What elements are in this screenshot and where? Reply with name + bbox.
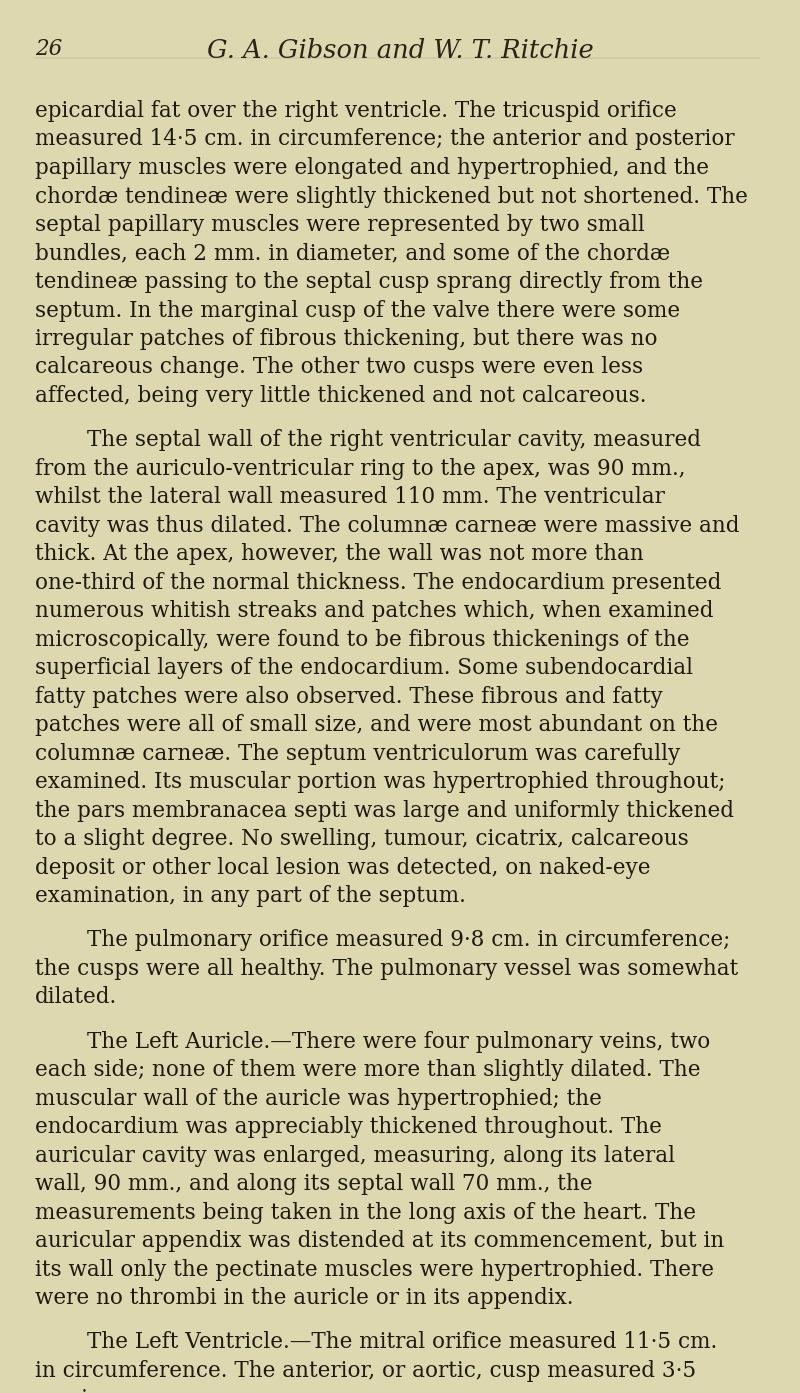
Text: the pars membranacea septi was large and uniformly thickened: the pars membranacea septi was large and… <box>35 800 734 822</box>
Text: 26: 26 <box>35 38 62 60</box>
Text: G. A. Gibson and W. T. Ritchie: G. A. Gibson and W. T. Ritchie <box>206 38 594 63</box>
Text: chordæ tendineæ were slightly thickened but not shortened. The: chordæ tendineæ were slightly thickened … <box>35 185 748 208</box>
Text: the cusps were all healthy. The pulmonary vessel was somewhat: the cusps were all healthy. The pulmonar… <box>35 958 738 979</box>
Text: endocardium was appreciably thickened throughout. The: endocardium was appreciably thickened th… <box>35 1116 662 1138</box>
Text: The pulmonary orifice measured 9·8 cm. in circumference;: The pulmonary orifice measured 9·8 cm. i… <box>87 929 730 951</box>
Text: whilst the lateral wall measured 110 mm. The ventricular: whilst the lateral wall measured 110 mm.… <box>35 486 665 508</box>
Text: were no thrombi in the auricle or in its appendix.: were no thrombi in the auricle or in its… <box>35 1287 574 1309</box>
Text: each side; none of them were more than slightly dilated. The: each side; none of them were more than s… <box>35 1059 701 1081</box>
Text: calcareous change. The other two cusps were even less: calcareous change. The other two cusps w… <box>35 357 643 379</box>
Text: to a slight degree. No swelling, tumour, cicatrix, calcareous: to a slight degree. No swelling, tumour,… <box>35 829 689 850</box>
Text: in circumference. The anterior, or aortic, cusp measured 3·5: in circumference. The anterior, or aorti… <box>35 1360 696 1382</box>
Text: examined. Its muscular portion was hypertrophied throughout;: examined. Its muscular portion was hyper… <box>35 772 726 793</box>
Text: epicardial fat over the right ventricle. The tricuspid orifice: epicardial fat over the right ventricle.… <box>35 100 677 123</box>
Text: measured 14·5 cm. in circumference; the anterior and posterior: measured 14·5 cm. in circumference; the … <box>35 128 734 150</box>
Text: bundles, each 2 mm. in diameter, and some of the chordæ: bundles, each 2 mm. in diameter, and som… <box>35 242 670 265</box>
Text: examination, in any part of the septum.: examination, in any part of the septum. <box>35 885 466 907</box>
Text: auricular appendix was distended at its commencement, but in: auricular appendix was distended at its … <box>35 1230 724 1252</box>
Text: cm. in: cm. in <box>35 1389 102 1393</box>
Text: tendineæ passing to the septal cusp sprang directly from the: tendineæ passing to the septal cusp spra… <box>35 272 703 293</box>
Text: superficial layers of the endocardium. Some subendocardial: superficial layers of the endocardium. S… <box>35 657 693 680</box>
Text: microscopically, were found to be fibrous thickenings of the: microscopically, were found to be fibrou… <box>35 628 690 651</box>
Text: septal papillary muscles were represented by two small: septal papillary muscles were represente… <box>35 215 645 235</box>
Text: thick. At the apex, however, the wall was not more than: thick. At the apex, however, the wall wa… <box>35 543 644 566</box>
Text: its wall only the pectinate muscles were hypertrophied. There: its wall only the pectinate muscles were… <box>35 1258 714 1280</box>
Text: patches were all of small size, and were most abundant on the: patches were all of small size, and were… <box>35 715 718 736</box>
Text: fatty patches were also observed. These fibrous and fatty: fatty patches were also observed. These … <box>35 685 662 708</box>
Text: columnæ carneæ. The septum ventriculorum was carefully: columnæ carneæ. The septum ventriculorum… <box>35 742 680 765</box>
Text: cavity was thus dilated. The columnæ carneæ were massive and: cavity was thus dilated. The columnæ car… <box>35 514 739 536</box>
Text: The Left Auricle.—There were four pulmonary veins, two: The Left Auricle.—There were four pulmon… <box>87 1031 710 1053</box>
Text: affected, being very little thickened and not calcareous.: affected, being very little thickened an… <box>35 384 646 407</box>
Text: numerous whitish streaks and patches which, when examined: numerous whitish streaks and patches whi… <box>35 600 714 623</box>
Text: septum. In the marginal cusp of the valve there were some: septum. In the marginal cusp of the valv… <box>35 299 680 322</box>
Text: The septal wall of the right ventricular cavity, measured: The septal wall of the right ventricular… <box>87 429 701 451</box>
Text: from the auriculo-ventricular ring to the apex, was 90 mm.,: from the auriculo-ventricular ring to th… <box>35 458 686 479</box>
Text: irregular patches of fibrous thickening, but there was no: irregular patches of fibrous thickening,… <box>35 327 658 350</box>
Text: one-third of the normal thickness. The endocardium presented: one-third of the normal thickness. The e… <box>35 571 722 593</box>
Text: auricular cavity was enlarged, measuring, along its lateral: auricular cavity was enlarged, measuring… <box>35 1145 675 1166</box>
Text: wall, 90 mm., and along its septal wall 70 mm., the: wall, 90 mm., and along its septal wall … <box>35 1173 593 1195</box>
Text: measurements being taken in the long axis of the heart. The: measurements being taken in the long axi… <box>35 1202 696 1223</box>
Text: The Left Ventricle.—The mitral orifice measured 11·5 cm.: The Left Ventricle.—The mitral orifice m… <box>87 1332 718 1353</box>
Text: deposit or other local lesion was detected, on naked-eye: deposit or other local lesion was detect… <box>35 857 650 879</box>
Text: muscular wall of the auricle was hypertrophied; the: muscular wall of the auricle was hypertr… <box>35 1088 602 1110</box>
Text: papillary muscles were elongated and hypertrophied, and the: papillary muscles were elongated and hyp… <box>35 157 709 178</box>
Text: dilated.: dilated. <box>35 986 118 1009</box>
